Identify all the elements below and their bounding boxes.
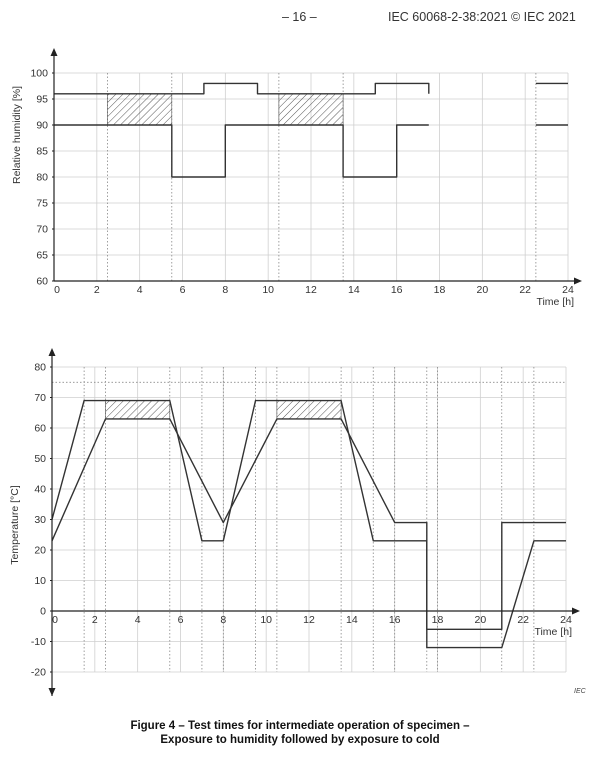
x-axis-label: Time [h] bbox=[534, 626, 572, 638]
y-tick-label: 70 bbox=[34, 392, 46, 404]
x-tick-label: 10 bbox=[260, 614, 272, 626]
y-axis-label: Relative humidity [%] bbox=[11, 86, 23, 184]
y-tick-label: 80 bbox=[34, 362, 46, 374]
x-tick-label: 2 bbox=[92, 614, 98, 626]
x-tick-label: 14 bbox=[348, 284, 360, 296]
y-axis-arrow bbox=[50, 48, 58, 56]
caption-line-2: Exposure to humidity followed by exposur… bbox=[160, 734, 440, 746]
x-tick-label: 0 bbox=[54, 284, 60, 296]
x-tick-label: 24 bbox=[560, 614, 572, 626]
y-tick-label: 20 bbox=[34, 545, 46, 557]
x-tick-label: 2 bbox=[94, 284, 100, 296]
x-tick-label: 4 bbox=[135, 614, 141, 626]
figure-caption: Figure 4 – Test times for intermediate o… bbox=[0, 719, 600, 747]
y-tick-label: 90 bbox=[36, 120, 48, 132]
x-tick-label: 14 bbox=[346, 614, 358, 626]
y-tick-label: 95 bbox=[36, 94, 48, 106]
y-tick-label: 50 bbox=[34, 453, 46, 465]
y-tick-label: 100 bbox=[30, 68, 48, 80]
y-tick-label: 65 bbox=[36, 250, 48, 262]
y-tick-label: 70 bbox=[36, 224, 48, 236]
x-tick-label: 20 bbox=[476, 284, 488, 296]
hatched-region bbox=[276, 400, 342, 420]
hatched-region bbox=[105, 400, 171, 420]
x-tick-label: 18 bbox=[432, 614, 444, 626]
x-tick-label: 18 bbox=[434, 284, 446, 296]
x-tick-label: 22 bbox=[519, 284, 531, 296]
standard-reference: IEC 60068-2-38:2021 © IEC 2021 bbox=[388, 10, 576, 24]
y-tick-label: 60 bbox=[34, 423, 46, 435]
x-tick-label: 20 bbox=[474, 614, 486, 626]
x-tick-label: 6 bbox=[180, 284, 186, 296]
x-axis-label: Time [h] bbox=[536, 296, 574, 308]
y-tick-label: 75 bbox=[36, 198, 48, 210]
x-tick-label: 16 bbox=[389, 614, 401, 626]
iec-mark: IEC bbox=[574, 688, 586, 695]
x-tick-label: 0 bbox=[52, 614, 58, 626]
caption-line-1: Figure 4 – Test times for intermediate o… bbox=[130, 720, 470, 732]
y-tick-label: -10 bbox=[31, 636, 46, 648]
x-tick-label: 24 bbox=[562, 284, 574, 296]
x-tick-label: 8 bbox=[220, 614, 226, 626]
x-tick-label: 22 bbox=[517, 614, 529, 626]
x-tick-label: 12 bbox=[305, 284, 317, 296]
y-tick-label: 30 bbox=[34, 514, 46, 526]
series-line bbox=[54, 82, 430, 95]
x-tick-label: 16 bbox=[391, 284, 403, 296]
y-tick-label: 85 bbox=[36, 146, 48, 158]
hatched-region bbox=[278, 93, 344, 126]
series-line bbox=[54, 124, 429, 178]
y-tick-label: -20 bbox=[31, 667, 46, 679]
page-number: – 16 – bbox=[282, 10, 317, 24]
x-tick-label: 4 bbox=[137, 284, 143, 296]
x-axis-arrow bbox=[572, 607, 580, 615]
y-tick-label: 80 bbox=[36, 172, 48, 184]
y-tick-label: 60 bbox=[36, 276, 48, 288]
x-tick-label: 12 bbox=[303, 614, 315, 626]
hatched-region bbox=[107, 93, 173, 126]
y-axis-arrow-down bbox=[48, 688, 56, 696]
x-axis-arrow bbox=[574, 277, 582, 285]
y-tick-label: 10 bbox=[34, 575, 46, 587]
x-tick-label: 6 bbox=[178, 614, 184, 626]
y-tick-label: 40 bbox=[34, 484, 46, 496]
y-axis-label: Temperature [°C] bbox=[9, 485, 21, 565]
y-axis-arrow bbox=[48, 348, 56, 356]
series-line bbox=[51, 399, 566, 649]
x-tick-label: 10 bbox=[262, 284, 274, 296]
x-tick-label: 8 bbox=[222, 284, 228, 296]
y-tick-label: 0 bbox=[40, 606, 46, 618]
